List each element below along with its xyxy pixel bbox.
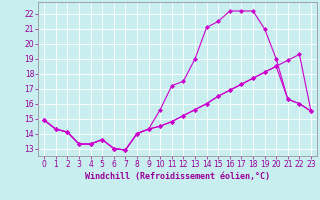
X-axis label: Windchill (Refroidissement éolien,°C): Windchill (Refroidissement éolien,°C)	[85, 172, 270, 181]
